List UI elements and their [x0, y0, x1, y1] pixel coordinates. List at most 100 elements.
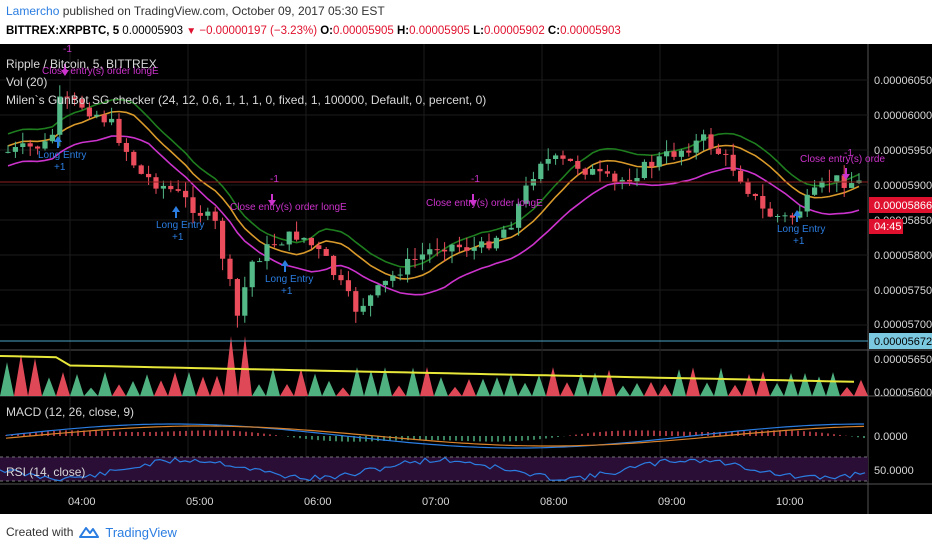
volume-area	[616, 385, 630, 396]
candle-body	[597, 168, 603, 172]
up-arrow-icon	[281, 260, 289, 272]
plus-one-label: +1	[54, 162, 66, 173]
author-link[interactable]: Lamercho	[6, 4, 60, 18]
candle-body	[516, 203, 522, 228]
candle-body	[146, 173, 152, 178]
candle-body	[849, 183, 855, 188]
candle-body	[471, 247, 477, 251]
minus-one-label: -1	[63, 44, 72, 55]
candle-body	[812, 187, 818, 195]
candle-body	[715, 148, 721, 154]
price-axis-label: 0.00006000	[874, 110, 932, 122]
volume-area	[840, 386, 854, 396]
candle-body	[175, 189, 181, 191]
candle-body	[612, 173, 618, 182]
time-axis-label: 08:00	[540, 496, 568, 508]
down-arrow-icon	[268, 194, 276, 206]
candle-body	[693, 140, 699, 153]
volume-area	[364, 370, 378, 396]
tradingview-logo-icon	[79, 527, 100, 538]
upper-band-line	[7, 98, 860, 268]
time-axis-label: 05:00	[186, 496, 214, 508]
candle-body	[123, 142, 129, 152]
minus-one-label: -1	[471, 174, 480, 185]
volume-area	[56, 372, 70, 396]
volume-area	[448, 386, 462, 396]
symbol-quote-line: BITTREX:XRPBTC, 5 0.00005903 ▼ −0.000001…	[6, 25, 621, 37]
volume-area	[434, 377, 448, 396]
candle-body	[338, 275, 344, 281]
minus-one-label: -1	[844, 148, 853, 159]
candle-body	[590, 168, 596, 175]
current-price-value: 0.00005866	[874, 200, 932, 212]
long-entry-label: Long Entry	[156, 220, 204, 231]
price-axis-label: 0.00005900	[874, 180, 932, 192]
candle-body	[501, 229, 507, 238]
candle-body	[109, 118, 115, 123]
close-label: C:	[547, 25, 561, 37]
candle-body	[160, 185, 166, 189]
volume-area	[126, 380, 140, 396]
volume-area	[672, 369, 686, 396]
time-axis-label: 04:00	[68, 496, 96, 508]
candle-body	[819, 181, 825, 188]
candle-body	[116, 118, 122, 143]
candle-body	[375, 285, 381, 296]
vol-marker-value: 0.00005672	[874, 336, 932, 348]
candle-body	[641, 161, 647, 179]
volume-area	[770, 382, 784, 396]
down-arrow-icon	[842, 168, 850, 180]
volume-area	[784, 372, 798, 396]
price-axis-label: 0.00005600	[874, 387, 932, 399]
candle-body	[301, 237, 307, 240]
candle-body	[538, 163, 544, 180]
volume-area	[238, 336, 252, 396]
volume-area	[224, 336, 238, 396]
candle-body	[449, 244, 455, 252]
candle-body	[508, 227, 514, 230]
price-axis-label: 0.00005700	[874, 319, 932, 331]
volume-area	[490, 377, 504, 396]
volume-area	[518, 382, 532, 396]
lower-band-line	[7, 135, 860, 296]
volume-area	[476, 378, 490, 396]
volume-area	[406, 367, 420, 396]
plus-one-label: +1	[281, 286, 293, 297]
candle-body	[634, 178, 640, 182]
candle-body	[752, 193, 758, 197]
volume-area	[28, 358, 42, 396]
middle-band-line	[7, 110, 860, 280]
candle-body	[382, 280, 388, 286]
plus-one-label: +1	[793, 236, 805, 247]
long-entry-label: Long Entry	[265, 274, 313, 285]
volume-area	[574, 372, 588, 396]
price-axis-label: 0.00006050	[874, 75, 932, 87]
time-axis-label: 07:00	[422, 496, 450, 508]
volume-histogram	[0, 336, 868, 396]
candle-body	[664, 151, 670, 157]
candle-body	[523, 185, 529, 204]
volume-area	[532, 374, 546, 396]
candle-body	[730, 154, 736, 171]
candle-body	[456, 244, 462, 248]
high-label: H:	[396, 25, 410, 37]
volume-area	[196, 376, 210, 396]
candle-body	[708, 134, 714, 149]
volume-area	[210, 375, 224, 396]
candle-body	[271, 244, 277, 246]
candle-body	[205, 211, 211, 216]
volume-area	[630, 382, 644, 396]
candle-body	[79, 99, 85, 108]
candle-body	[316, 245, 322, 250]
time-axis-label: 06:00	[304, 496, 332, 508]
candle-body	[553, 155, 559, 160]
volume-area	[168, 372, 182, 396]
candle-body	[397, 274, 403, 276]
grid	[0, 44, 868, 484]
volume-area	[812, 376, 826, 396]
candle-body	[434, 249, 440, 251]
tradingview-brand-link[interactable]: TradingView	[105, 524, 177, 540]
candle-body	[390, 275, 396, 281]
